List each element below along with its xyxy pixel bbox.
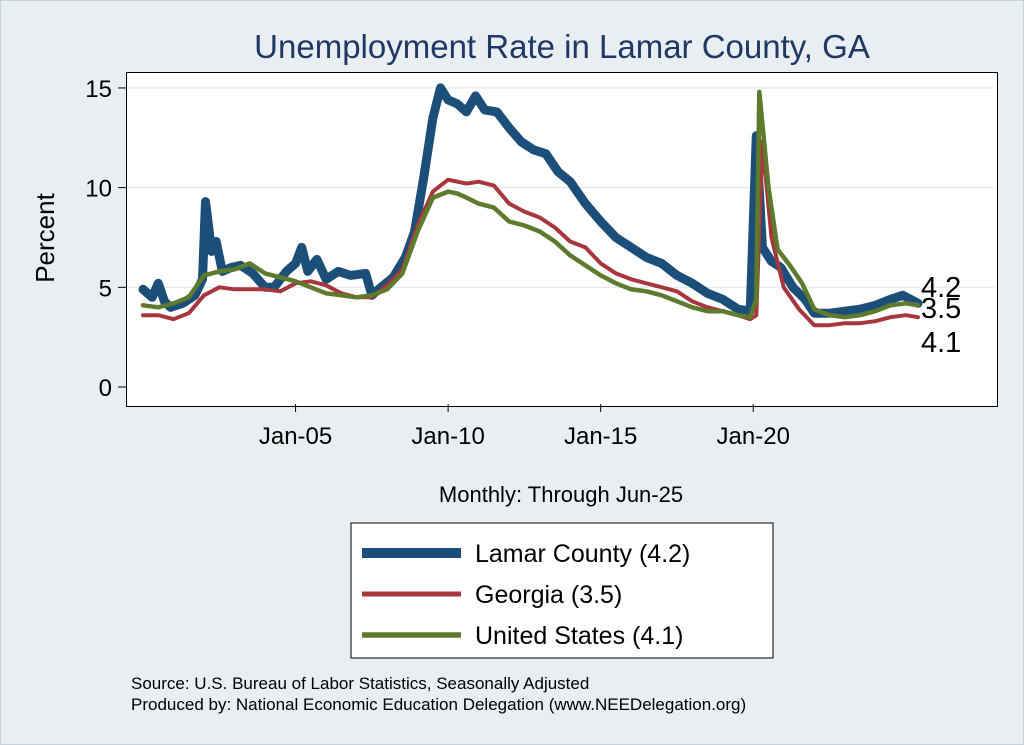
source-note: Source: U.S. Bureau of Labor Statistics,… [131,674,589,693]
plot-area [126,72,998,407]
end-value-label: 4.1 [921,327,961,359]
legend-label: Georgia (3.5) [475,581,622,609]
legend: Lamar County (4.2) Georgia (3.5) United St… [362,540,690,650]
series-line-1 [141,139,920,328]
chart-title: Unemployment Rate in Lamar County, GA [254,28,870,65]
legend-label: United States (4.1) [475,622,683,650]
legend-label: Lamar County (4.2) [475,540,690,568]
end-value-label: 3.5 [921,293,961,325]
x-axis-title: Monthly: Through Jun-25 [439,482,683,507]
producer-note: Produced by: National Economic Education… [131,695,746,714]
series-line-2 [140,89,921,320]
y-axis-label: Percent [30,192,60,282]
x-tick-label: Jan-05 [259,423,332,450]
x-tick-label: Jan-20 [717,423,790,450]
x-tick-label: Jan-15 [564,423,637,450]
y-tick-label: 5 [99,275,112,302]
y-tick-label: 10 [85,176,112,203]
end-value-label: 4.2 [921,272,961,304]
x-tick-label: Jan-10 [411,423,484,450]
y-tick-label: 0 [99,375,112,402]
y-tick-label: 15 [85,76,112,103]
